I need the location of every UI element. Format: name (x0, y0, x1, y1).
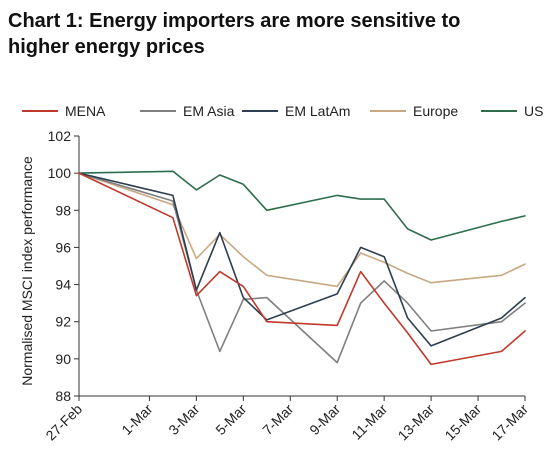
x-tick-label: 1-Mar (118, 401, 155, 438)
x-tick-label: 27-Feb (42, 401, 85, 444)
series-line-em-latam (78, 172, 526, 347)
x-tick-label: 13-Mar (395, 401, 438, 444)
legend-label-us: US (524, 103, 543, 119)
series-line-mena (78, 172, 526, 366)
legend-item-em-latam: EM LatAm (242, 103, 350, 119)
series-line-em-asia (78, 172, 526, 364)
legend-item-europe: Europe (370, 103, 458, 119)
y-tick-label: 88 (55, 388, 71, 404)
y-tick-label: 90 (55, 351, 71, 367)
y-tick-label: 94 (55, 277, 71, 293)
plot-area: 88 90 92 94 96 98 100 102 27-Feb 1-Mar 3-Mar 5-Mar 7… (42, 128, 531, 443)
x-tick-label: 9-Mar (306, 401, 343, 438)
legend: MENA EM Asia EM LatAm Europe US (22, 103, 543, 119)
chart-title-line-1: Chart 1: Energy importers are more sensi… (8, 10, 461, 32)
chart-title-line-2: higher energy prices (8, 36, 205, 58)
y-tick-label: 92 (55, 314, 71, 330)
series-line-us (78, 170, 526, 241)
legend-label-europe: Europe (413, 103, 458, 119)
legend-label-em-latam: EM LatAm (285, 103, 350, 119)
x-tick-label: 17-Mar (488, 401, 531, 444)
chart-title: Chart 1: Energy importers are more sensi… (8, 8, 553, 60)
y-tick-label: 100 (48, 165, 72, 181)
x-tick-label: 5-Mar (212, 401, 249, 438)
x-tick-label: 11-Mar (348, 401, 390, 443)
y-tick-label: 98 (55, 202, 71, 218)
y-tick-label: 96 (55, 239, 71, 255)
legend-label-mena: MENA (65, 103, 106, 119)
series-line-europe (78, 172, 526, 288)
x-tick-label: 7-Mar (259, 401, 296, 438)
y-axis-label: Normalised MSCI index performance (19, 156, 35, 386)
legend-item-em-asia: EM Asia (140, 103, 235, 119)
legend-item-us: US (481, 103, 543, 119)
x-tick-label: 3-Mar (165, 401, 202, 438)
legend-label-em-asia: EM Asia (183, 103, 235, 119)
legend-item-mena: MENA (22, 103, 106, 119)
x-tick-label: 15-Mar (441, 401, 484, 444)
y-tick-label: 102 (48, 128, 72, 144)
